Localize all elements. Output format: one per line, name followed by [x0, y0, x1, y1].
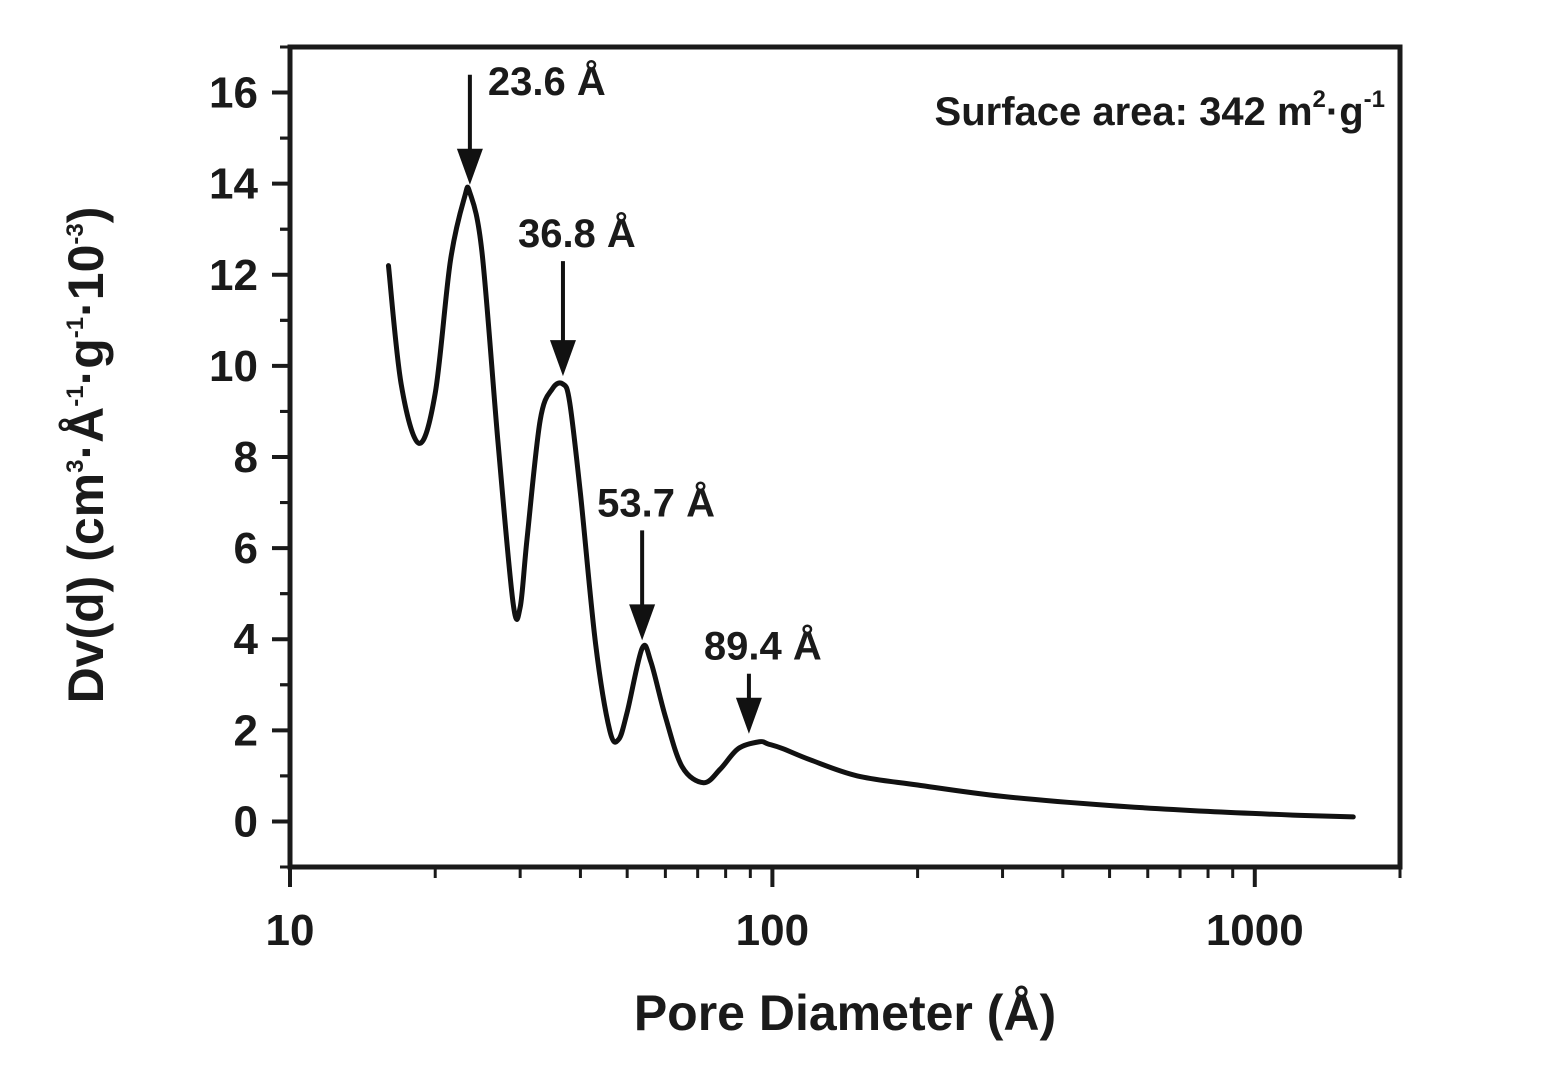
y-title-prefix: Dv(d) (cm [58, 473, 114, 704]
y-title-angstrom: ·Å [58, 407, 114, 460]
y-tick-label: 10 [209, 342, 258, 391]
y-title-suffix: ) [58, 207, 114, 224]
peak-label: 53.7 Å [597, 480, 715, 525]
x-tick-label: 1000 [1206, 906, 1304, 955]
y-title-sup-3: 3 [62, 459, 89, 472]
x-tick-label: 100 [736, 906, 809, 955]
y-title-ten: ·10 [58, 245, 114, 317]
peak-label: 23.6 Å [488, 59, 606, 104]
y-title-sup-neg1-b: -1 [62, 317, 89, 338]
peak-arrow-head [549, 340, 576, 377]
annotations-group: 23.6 Å 36.8 Å 53.7 Å 89.4 Å [456, 59, 822, 734]
surface-area-prefix: Surface area: 342 m [935, 90, 1313, 134]
peak-arrow-head [735, 697, 762, 734]
peak-arrow-head [629, 604, 656, 641]
x-axis-title: Pore Diameter (Å) [634, 985, 1056, 1041]
surface-area-sup-neg1: -1 [1364, 86, 1385, 113]
y-tick-label: 12 [209, 251, 258, 300]
pore-distribution-line [385, 184, 1356, 820]
y-tick-label: 4 [234, 615, 259, 664]
y-tick-label: 8 [234, 433, 258, 482]
x-tick-label: 10 [266, 906, 315, 955]
y-tick-label: 6 [234, 524, 258, 573]
y-title-sup-neg1-a: -1 [62, 385, 89, 406]
y-title-gram: ·g [58, 338, 114, 385]
peak-label: 89.4 Å [704, 624, 822, 669]
y-title-sup-neg3: -3 [62, 223, 89, 244]
surface-area-note: Surface area: 342 m2·g-1 [935, 86, 1385, 134]
axes-group: 0 2 4 6 8 10 12 14 16 10 100 1000 [209, 44, 1403, 955]
peak-label: 36.8 Å [518, 211, 636, 256]
y-tick-label: 16 [209, 69, 258, 118]
y-axis-title: Dv(d) (cm3·Å-1·g-1·10-3) [58, 207, 114, 704]
y-tick-label: 14 [209, 160, 258, 209]
y-tick-label: 2 [234, 706, 258, 755]
surface-area-sup-2: 2 [1313, 86, 1326, 113]
series-group [385, 184, 1356, 820]
plot-frame [287, 44, 1403, 870]
surface-area-mid: ·g [1326, 90, 1364, 134]
peak-arrow-head [456, 148, 483, 185]
y-tick-label: 0 [234, 797, 258, 846]
